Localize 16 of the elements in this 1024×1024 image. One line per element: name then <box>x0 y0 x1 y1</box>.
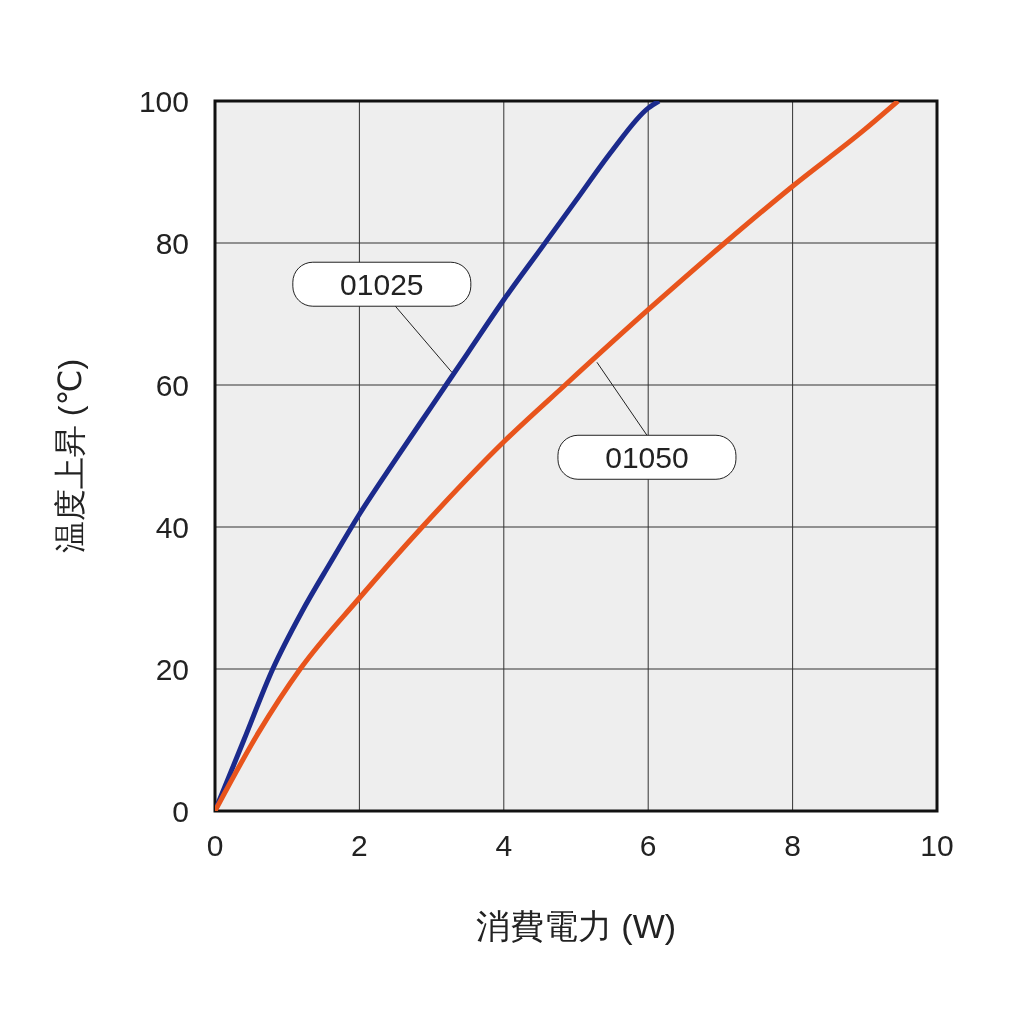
x-tick-label: 0 <box>206 829 224 863</box>
x-axis-title: 消費電力 (W) <box>475 907 677 945</box>
y-tick-label: 100 <box>138 84 189 118</box>
annotation: 01050 <box>605 441 689 475</box>
y-tick-label: 60 <box>155 368 189 402</box>
y-tick-label: 80 <box>155 226 189 260</box>
x-tick-label: 6 <box>639 829 657 863</box>
x-tick-label: 2 <box>351 829 368 863</box>
x-tick-label: 10 <box>920 829 954 863</box>
y-tick-label: 40 <box>155 510 189 544</box>
y-tick-label: 0 <box>172 794 189 828</box>
annotation: 01025 <box>340 268 424 302</box>
x-tick-label: 4 <box>495 829 513 863</box>
y-axis-title: 温度上昇 (℃) <box>52 358 89 554</box>
x-tick-label: 8 <box>784 829 801 863</box>
y-tick-label: 20 <box>155 652 189 686</box>
